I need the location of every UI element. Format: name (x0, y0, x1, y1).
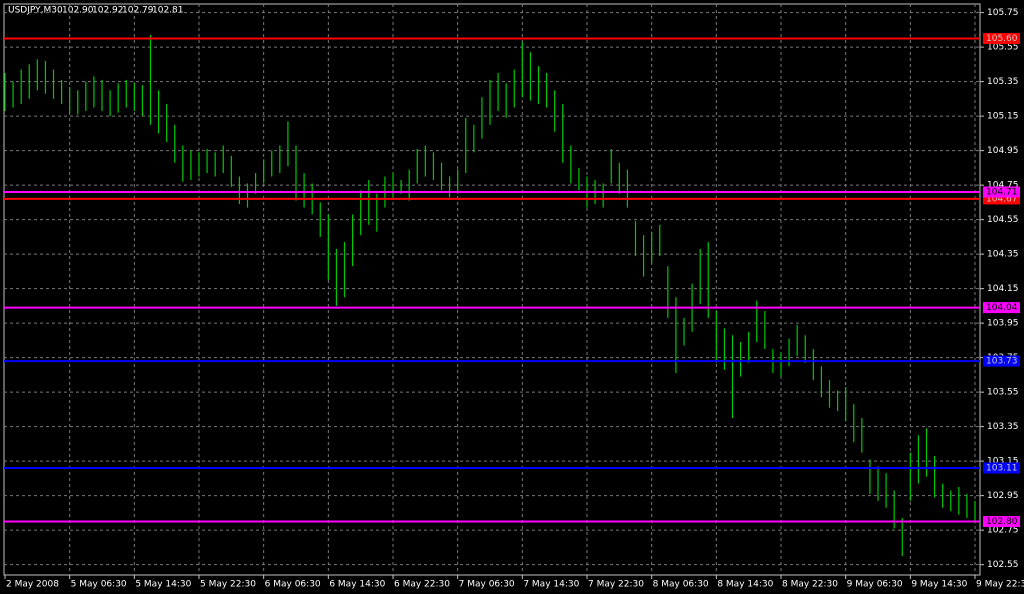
quote-value: 102.79 (122, 6, 154, 16)
level-label: 104.67 (986, 194, 1018, 204)
x-tick-label: 8 May 22:30 (782, 580, 838, 590)
level-tag (983, 462, 1020, 474)
level-tag (983, 186, 1020, 198)
y-tick-label: 103.35 (987, 422, 1019, 432)
x-tick-label: 7 May 14:30 (523, 580, 579, 590)
y-tick-label: 104.35 (987, 250, 1019, 260)
x-tick-label: 5 May 22:30 (200, 580, 256, 590)
x-tick-label: 6 May 22:30 (394, 580, 450, 590)
y-tick-label: 104.15 (987, 284, 1019, 294)
level-label: 103.11 (986, 464, 1018, 474)
x-tick-label: 9 May 06:30 (847, 580, 903, 590)
x-tick-label: 8 May 14:30 (717, 580, 773, 590)
level-tag (983, 516, 1020, 528)
x-tick-label: 7 May 22:30 (588, 580, 644, 590)
x-tick-label: 8 May 06:30 (653, 580, 709, 590)
y-tick-label: 105.55 (987, 43, 1019, 53)
x-tick-label: 6 May 06:30 (265, 580, 321, 590)
level-label: 105.60 (986, 34, 1018, 44)
quote-value: 102.90 (62, 6, 94, 16)
x-tick-label: 5 May 06:30 (71, 580, 127, 590)
level-tag (983, 193, 1020, 205)
level-label: 103.73 (986, 357, 1018, 367)
y-tick-label: 103.15 (987, 457, 1019, 467)
quote-value: 102.81 (152, 6, 184, 16)
level-label: 104.71 (986, 188, 1018, 198)
y-tick-label: 102.95 (987, 491, 1019, 501)
y-tick-label: 102.75 (987, 526, 1019, 536)
y-tick-label: 103.55 (987, 388, 1019, 398)
x-tick-label: 6 May 14:30 (329, 580, 385, 590)
y-tick-label: 104.55 (987, 215, 1019, 225)
y-tick-label: 103.95 (987, 319, 1019, 329)
level-label: 102.80 (986, 517, 1018, 527)
symbol: USDJPY,M30 (8, 6, 63, 16)
x-tick-label: 5 May 14:30 (135, 580, 191, 590)
y-tick-label: 104.75 (987, 181, 1019, 191)
x-tick-label: 9 May 22:30 (976, 580, 1024, 590)
y-tick-label: 105.75 (987, 8, 1019, 18)
x-tick-label: 2 May 2008 (6, 580, 59, 590)
level-tag (983, 33, 1020, 45)
level-tag (983, 302, 1020, 314)
y-tick-label: 102.55 (987, 560, 1019, 570)
y-tick-label: 104.95 (987, 146, 1019, 156)
x-tick-label: 7 May 06:30 (459, 580, 515, 590)
y-tick-label: 105.35 (987, 77, 1019, 87)
plot-frame (3, 3, 981, 576)
level-tag (983, 355, 1020, 367)
quote-value: 102.92 (92, 6, 124, 16)
x-tick-label: 9 May 14:30 (911, 580, 967, 590)
level-label: 104.04 (986, 303, 1018, 313)
y-tick-label: 105.15 (987, 112, 1019, 122)
